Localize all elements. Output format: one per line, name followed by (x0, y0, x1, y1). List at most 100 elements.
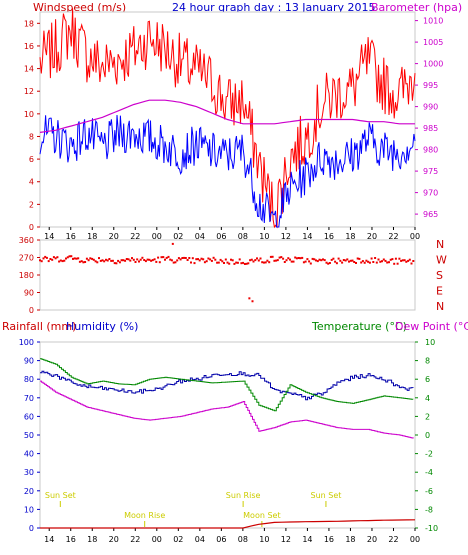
direction-point (323, 259, 326, 262)
direction-point (311, 257, 314, 260)
direction-point (169, 258, 172, 261)
direction-point (337, 257, 340, 260)
direction-point (302, 261, 305, 264)
direction-point (203, 261, 206, 264)
barometer-tick-label: 995 (423, 81, 438, 90)
direction-point (351, 259, 354, 262)
direction-point (221, 260, 224, 263)
direction-point (327, 262, 330, 265)
windspeed-tick-label: 8 (29, 132, 34, 141)
direction-point (235, 261, 238, 264)
direction-point (374, 257, 377, 259)
hour-tick-label: 02 (173, 535, 183, 544)
hour-tick-label: 22 (130, 232, 140, 241)
direction-point (209, 258, 212, 261)
direction-point (162, 256, 165, 259)
direction-point (158, 261, 161, 264)
direction-point (75, 257, 78, 260)
hour-tick-label: 20 (367, 535, 377, 544)
direction-point (52, 256, 55, 259)
hour-tick-label: 08 (238, 232, 248, 241)
direction-point (91, 257, 94, 260)
direction-point (129, 259, 132, 262)
annotation-label: Sun Set (45, 491, 76, 500)
direction-point (47, 260, 50, 263)
direction-point (242, 261, 245, 264)
direction-point (243, 263, 246, 265)
direction-point (177, 257, 180, 260)
direction-point (301, 256, 304, 259)
hour-ticks: 14 16 18 20 22 00 02 04 06 08 10 12 14 16 18 20 22 00 (44, 528, 420, 544)
temperature-tick-label: -8 (425, 505, 433, 514)
temperature-tick-label: 6 (425, 375, 430, 384)
direction-point (259, 257, 262, 260)
humidity-axis-label: Humidity (%) (66, 320, 138, 333)
direction-point (304, 260, 307, 263)
direction-point (153, 258, 156, 261)
hour-tick-label: 00 (410, 232, 420, 241)
direction-point (190, 261, 192, 264)
direction-point (375, 261, 378, 264)
windspeed-tick-label: 16 (24, 42, 34, 51)
temperature-line (40, 358, 414, 412)
direction-point (45, 256, 48, 259)
direction-point (389, 258, 392, 261)
hour-tick-label: 04 (195, 535, 205, 544)
barometer-axis-label: Barometer (hpa) (371, 1, 462, 14)
direction-point (233, 262, 236, 265)
direction-point (98, 257, 100, 260)
temperature-tick-label: 10 (425, 338, 435, 347)
direction-point (181, 257, 184, 259)
hour-tick-label: 10 (259, 535, 269, 544)
direction-point (363, 261, 366, 264)
direction-point (330, 258, 333, 261)
left-tick-label: 40 (24, 450, 34, 459)
hour-tick-label: 06 (216, 232, 226, 241)
left-tick-label: 90 (24, 357, 34, 366)
direction-point (381, 260, 383, 263)
direction-point (360, 261, 363, 264)
direction-point (174, 261, 177, 264)
windspeed-tick-label: 18 (24, 19, 34, 28)
direction-point (212, 256, 215, 259)
direction-point (249, 259, 252, 262)
barometer-tick-label: 1005 (423, 38, 443, 47)
barometer-tick-label: 970 (423, 189, 438, 198)
direction-point (280, 256, 283, 259)
direction-point (275, 259, 278, 262)
direction-point (248, 297, 251, 300)
direction-point (238, 258, 241, 261)
direction-point (295, 257, 298, 260)
windspeed-tick-label: 14 (24, 65, 34, 74)
direction-point (388, 261, 390, 264)
left-tick-label: 100 (19, 338, 34, 347)
direction-point (82, 261, 85, 264)
direction-point (245, 262, 248, 265)
barometer-tick-label: 990 (423, 103, 438, 112)
plot-frame (39, 341, 416, 529)
temperature-tick-label: -6 (425, 487, 433, 496)
direction-point (146, 258, 149, 261)
direction-point (313, 258, 316, 261)
direction-point (341, 261, 344, 264)
degree-tick-label: 90 (24, 289, 34, 298)
direction-point (125, 258, 128, 260)
direction-point (236, 261, 239, 264)
plot-frame (39, 239, 416, 311)
hour-tick-label: 04 (195, 232, 205, 241)
dewpoint-axis-label: Dew Point (°C) (395, 320, 468, 333)
astro-annotations: Sun Set Moon Rise Sun Rise Moon Set Sun Set (45, 491, 341, 527)
hour-tick-label: 02 (173, 232, 183, 241)
hour-tick-label: 18 (87, 232, 97, 241)
direction-point (105, 258, 107, 261)
direction-point (72, 257, 74, 260)
direction-point (106, 259, 109, 262)
direction-point (401, 259, 404, 262)
barometer-ticks: 965 970 975 980 985 990 995 1000 1005 1010 (415, 17, 443, 219)
direction-point (342, 259, 345, 261)
direction-point (353, 261, 356, 263)
direction-point (39, 259, 41, 262)
temperature-humidity-panel: Rainfall (mm) Humidity (%) Temperature (… (2, 320, 468, 544)
hour-tick-label: 16 (66, 535, 76, 544)
